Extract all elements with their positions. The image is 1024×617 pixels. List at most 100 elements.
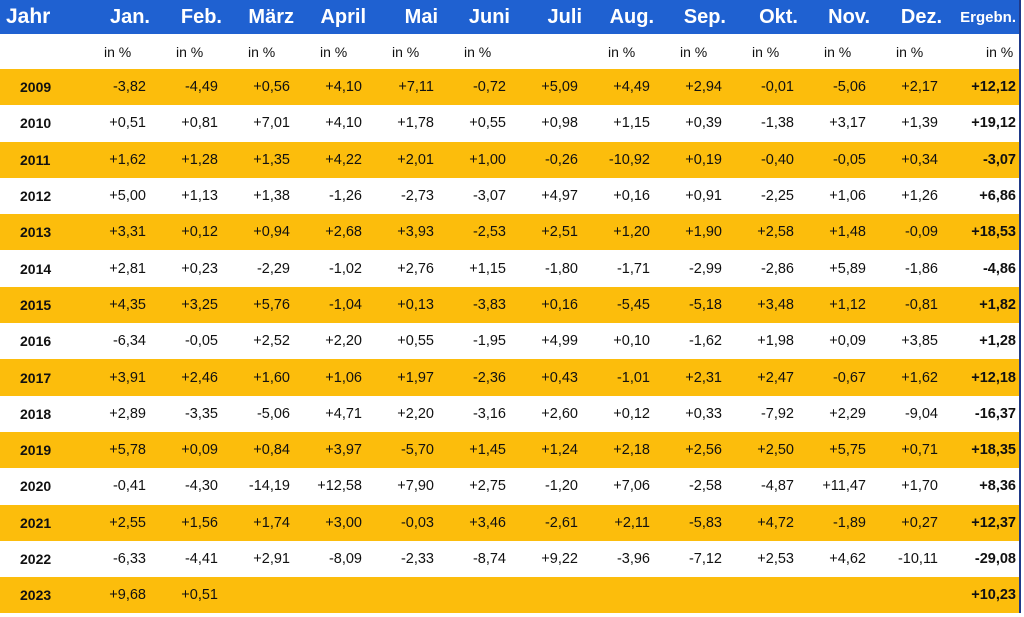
month-value-cell: +3,31 — [82, 214, 154, 251]
annual-result-cell: +18,35 — [946, 431, 1019, 469]
month-value-cell: -5,06 — [802, 69, 874, 106]
month-value-cell: +0,16 — [613, 188, 650, 205]
month-value-cell: +1,00 — [442, 141, 514, 178]
month-value-cell: -3,83 — [442, 286, 514, 324]
unit-label-13: in % — [986, 43, 1014, 60]
month-value-cell: +2,91 — [253, 551, 290, 567]
month-value-cell: -5,06 — [256, 405, 290, 422]
month-value-cell: +2,31 — [658, 359, 730, 396]
month-value-cell: -0,01 — [730, 69, 802, 106]
month-value-cell: +1,62 — [874, 359, 946, 396]
unit-label-0 — [0, 34, 82, 69]
month-value-cell: +0,27 — [874, 504, 946, 541]
month-value-cell: +1,15 — [469, 260, 506, 277]
month-value-cell: -1,80 — [544, 260, 578, 277]
month-value-cell: +0,43 — [514, 359, 586, 396]
month-value-cell: -1,38 — [760, 115, 794, 132]
month-value-cell: -5,18 — [658, 286, 730, 324]
month-value-cell: -3,07 — [472, 188, 506, 205]
month-value-cell: +1,39 — [901, 115, 938, 132]
unit-label-3: in % — [248, 43, 276, 60]
month-value-cell: +0,33 — [685, 405, 722, 422]
year-cell: 2016 — [20, 333, 52, 350]
table-row: 2022 -6,33 -4,41 +2,91 -8,09 -2,33 -8,74 +9,22 -… — [0, 541, 1019, 577]
month-value-cell: +1,15 — [613, 115, 650, 132]
column-header-11: Nov. — [802, 0, 874, 34]
month-value-cell: -1,62 — [688, 333, 722, 350]
month-value-cell: -3,96 — [616, 551, 650, 567]
month-value-cell: -2,53 — [442, 214, 514, 251]
table-row: 2019 +5,78 +0,09 +0,84 +3,97 -5,70 +1,45 +1,24 +… — [0, 431, 1019, 469]
month-value-cell: +0,19 — [658, 141, 730, 178]
month-value-cell: -2,36 — [442, 359, 514, 396]
month-value-cell: +0,56 — [226, 69, 298, 106]
month-value-cell — [442, 577, 514, 614]
month-value-cell: -1,20 — [544, 478, 578, 495]
month-value-cell: -4,41 — [184, 551, 218, 567]
month-value-cell: +0,09 — [154, 431, 226, 469]
month-value-cell: +9,22 — [541, 551, 578, 567]
unit-label-2: in % — [176, 43, 204, 60]
month-value-cell: -0,81 — [874, 286, 946, 324]
month-value-cell: +3,00 — [298, 504, 370, 541]
month-value-cell: +0,34 — [874, 141, 946, 178]
unit-row: in % in % in % in % in % in % in % in % in % in %… — [0, 34, 1019, 69]
month-value-cell: +2,51 — [514, 214, 586, 251]
month-value-cell: +1,97 — [370, 359, 442, 396]
year-cell: 2009 — [0, 69, 82, 106]
annual-result-cell: +18,53 — [946, 214, 1019, 251]
month-value-cell: +5,76 — [226, 286, 298, 324]
month-value-cell — [874, 577, 946, 614]
month-value-cell: -9,04 — [904, 405, 938, 422]
month-value-cell: +1,62 — [82, 141, 154, 178]
month-value-cell: -2,25 — [760, 188, 794, 205]
month-value-cell — [586, 577, 658, 614]
month-value-cell: +3,25 — [154, 286, 226, 324]
table-row: 2010 +0,51 +0,81 +7,01 +4,10 +1,78 +0,55 +0,98 +… — [0, 105, 1019, 141]
column-header-7: Juli — [514, 0, 586, 34]
month-value-cell: -5,70 — [370, 431, 442, 469]
month-value-cell: +3,97 — [298, 431, 370, 469]
month-value-cell: +7,90 — [397, 478, 434, 495]
month-value-cell: +7,06 — [613, 478, 650, 495]
month-value-cell: +3,85 — [901, 333, 938, 350]
month-value-cell: +2,81 — [109, 260, 146, 277]
month-value-cell: +1,20 — [586, 214, 658, 251]
month-value-cell: -0,03 — [370, 504, 442, 541]
column-header-10: Okt. — [730, 0, 802, 34]
header-row: Jahr Jan. Feb. März April Mai Juni Juli Aug. Sep.… — [0, 0, 1019, 34]
month-value-cell: -0,09 — [874, 214, 946, 251]
annual-result-cell: +12,18 — [946, 359, 1019, 396]
month-value-cell: -6,34 — [112, 333, 146, 350]
table-row: 2014 +2,81 +0,23 -2,29 -1,02 +2,76 +1,15 -1,80 -… — [0, 250, 1019, 286]
year-cell: 2023 — [0, 577, 82, 614]
month-value-cell: -1,86 — [904, 260, 938, 277]
month-value-cell: +3,46 — [442, 504, 514, 541]
month-value-cell: +2,60 — [541, 405, 578, 422]
year-cell: 2011 — [0, 141, 82, 178]
column-header-13: Ergebn. — [946, 0, 1019, 34]
month-value-cell: -0,05 — [184, 333, 218, 350]
annual-result-cell: +1,82 — [946, 286, 1019, 324]
month-value-cell: +4,97 — [541, 188, 578, 205]
month-value-cell: +2,20 — [325, 333, 362, 350]
month-value-cell: -4,49 — [154, 69, 226, 106]
unit-label-1: in % — [104, 43, 132, 60]
unit-label-8: in % — [608, 43, 636, 60]
month-value-cell: +1,28 — [154, 141, 226, 178]
month-value-cell — [514, 577, 586, 614]
month-value-cell: +2,01 — [370, 141, 442, 178]
month-value-cell: +0,91 — [685, 188, 722, 205]
annual-result-cell: +8,36 — [979, 478, 1016, 495]
month-value-cell: +2,20 — [397, 405, 434, 422]
month-value-cell: +0,98 — [541, 115, 578, 132]
month-value-cell: +2,46 — [154, 359, 226, 396]
month-value-cell: -8,74 — [472, 551, 506, 567]
month-value-cell: +5,09 — [514, 69, 586, 106]
table-row: 2017 +3,91 +2,46 +1,60 +1,06 +1,97 -2,36 +0,43-… — [0, 359, 1019, 396]
month-value-cell — [730, 577, 802, 614]
month-value-cell: -4,87 — [760, 478, 794, 495]
month-value-cell: -0,41 — [112, 478, 146, 495]
year-cell: 2019 — [0, 431, 82, 469]
month-value-cell: +1,56 — [154, 504, 226, 541]
